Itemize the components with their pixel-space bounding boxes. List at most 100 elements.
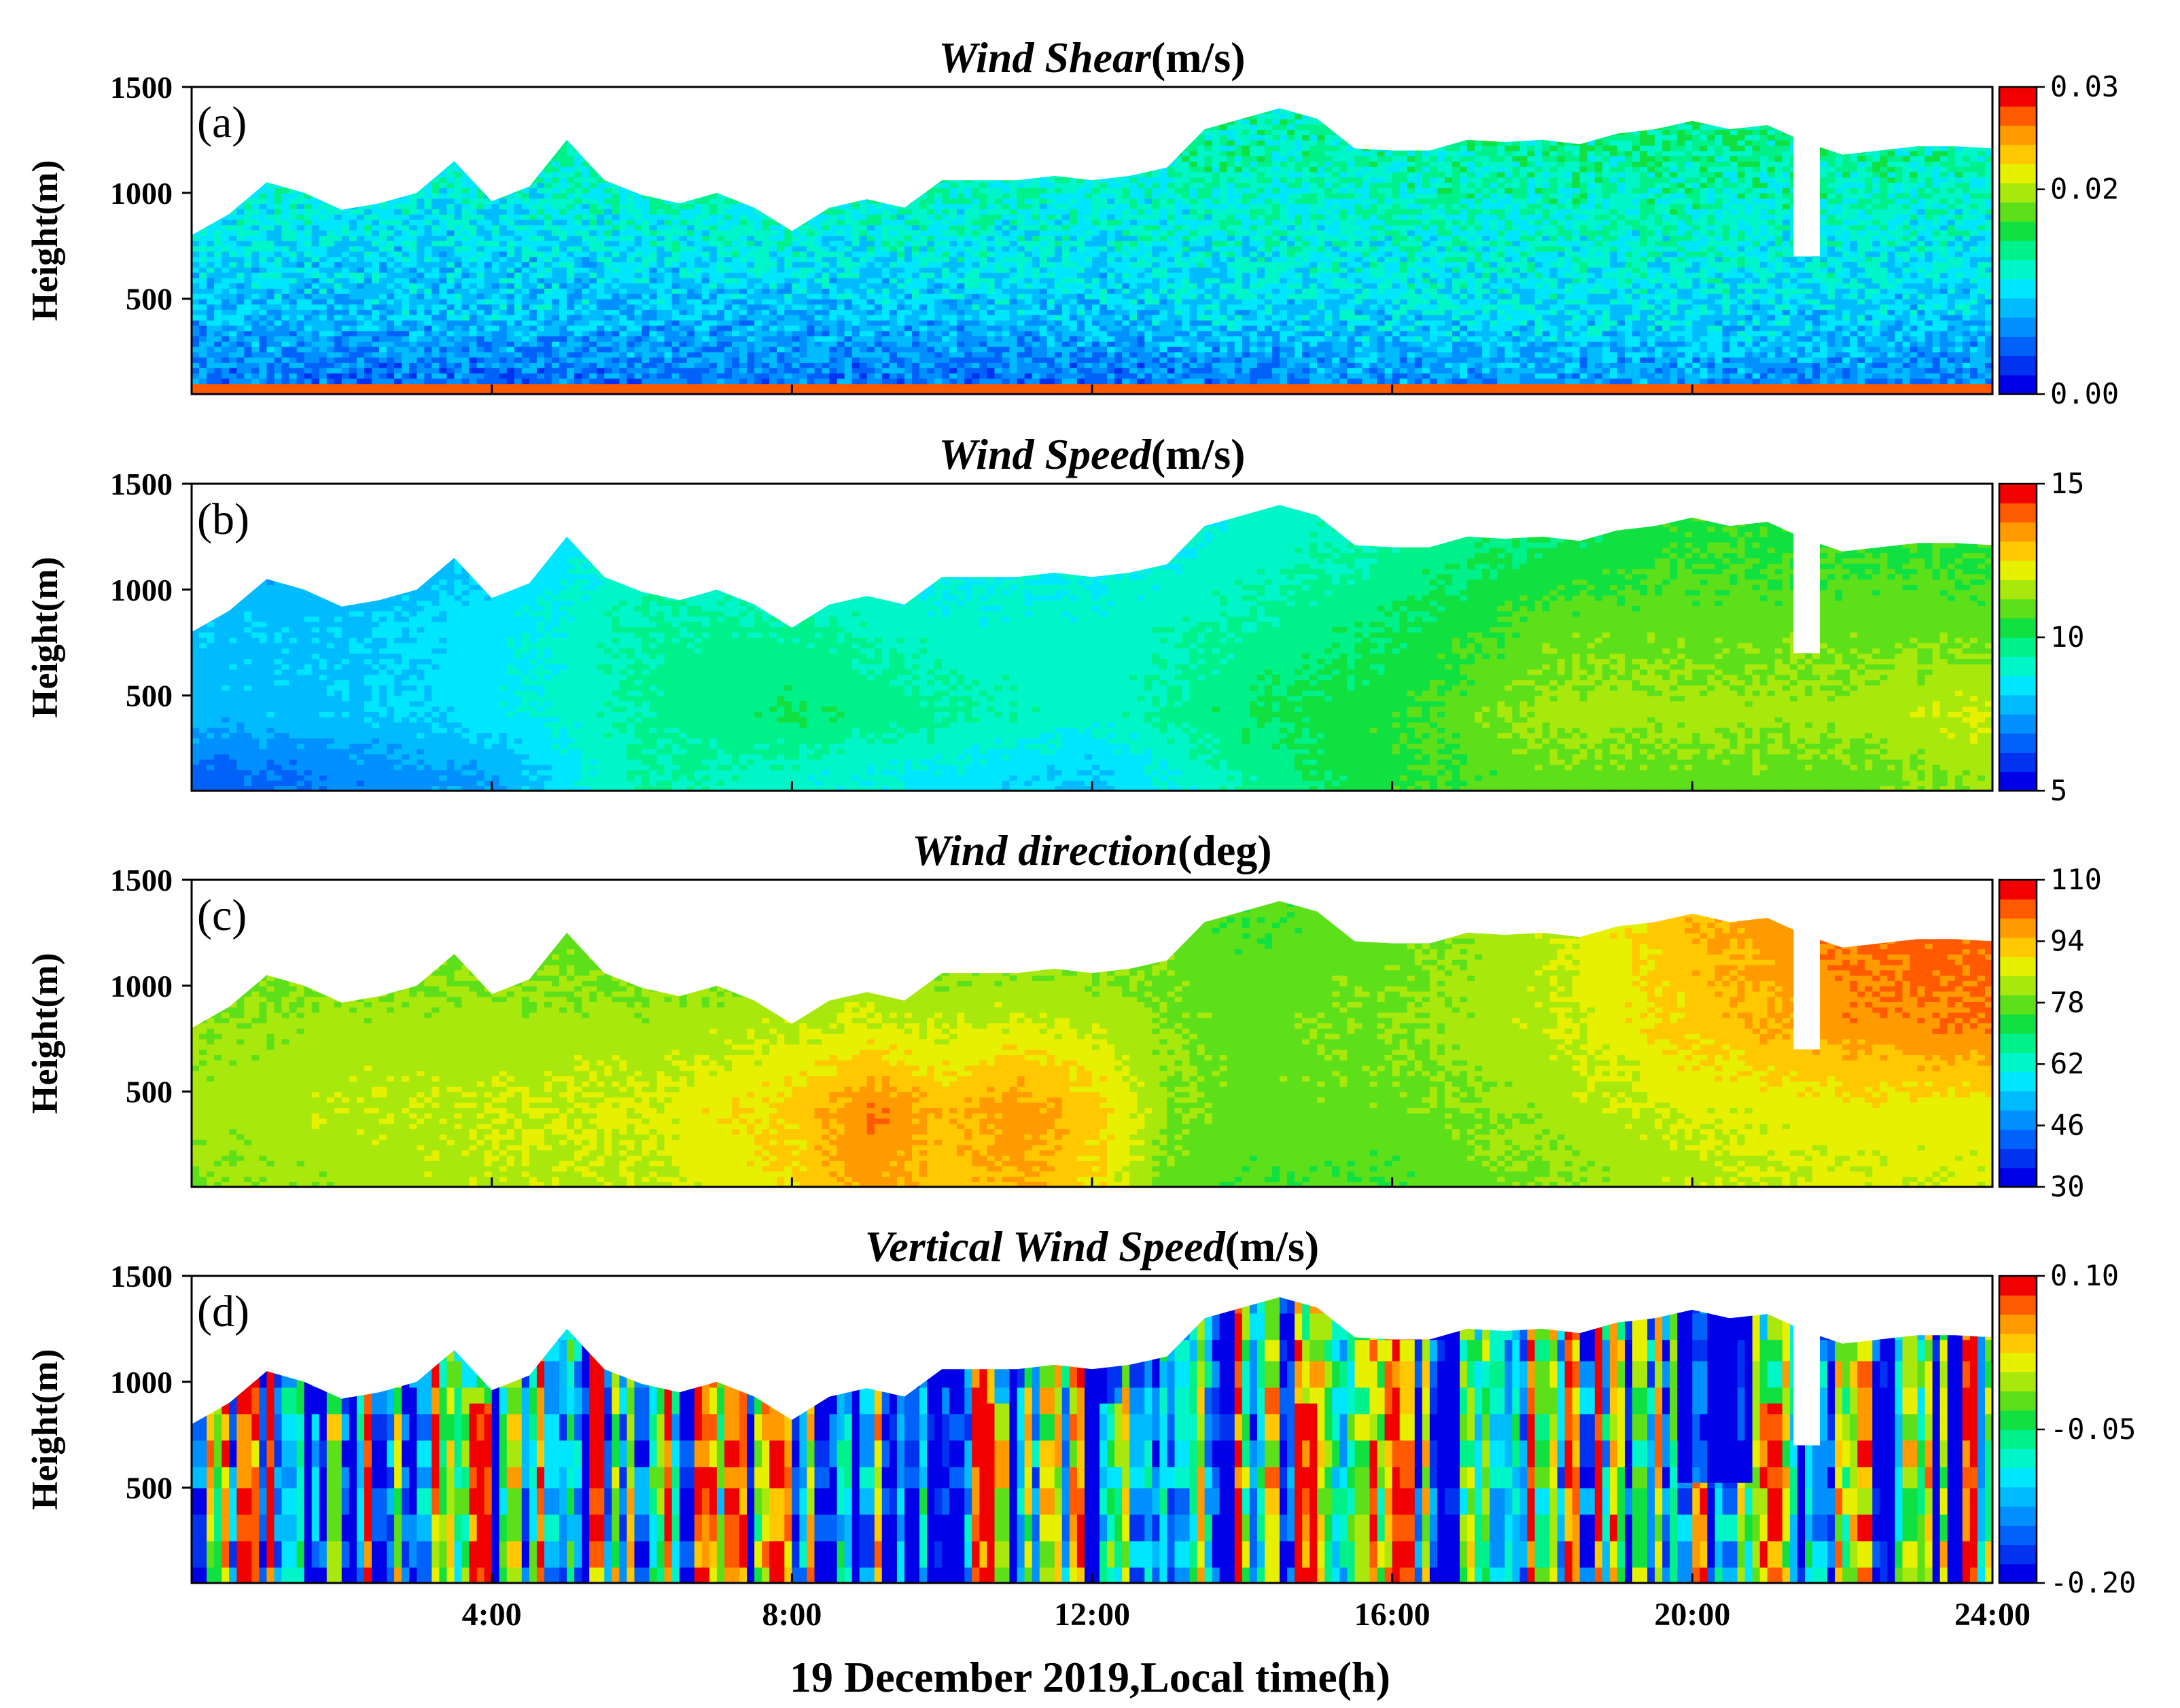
colorbar-segment xyxy=(1999,374,2037,395)
colorbar-segment xyxy=(1999,675,2037,696)
missing-data-gap xyxy=(1793,87,1820,257)
colorbar-segment xyxy=(1999,522,2037,542)
colorbar-segment xyxy=(1999,694,2037,715)
colorbar-segment xyxy=(1999,976,2037,996)
y-tick-label: 1000 xyxy=(110,1365,173,1400)
x-axis-label: 19 December 2019,Local time(h) xyxy=(790,1653,1390,1701)
colorbar-segment xyxy=(1999,1295,2037,1315)
x-tick-label: 4:00 xyxy=(462,1597,522,1633)
colorbar-segment xyxy=(1999,733,2037,753)
colorbar-segment xyxy=(1999,1410,2037,1430)
y-tick-label: 1500 xyxy=(110,863,173,897)
y-tick-label: 500 xyxy=(126,1075,173,1109)
colorbar-segment xyxy=(1999,125,2037,145)
colorbar-segment xyxy=(1999,1448,2037,1469)
colorbar-segment xyxy=(1999,1391,2037,1411)
colorbar-segment xyxy=(1999,484,2037,503)
panel-d: 4:00 8:00 12:00 16:00 20:00 24:00 500 1000 1500 H… xyxy=(24,1222,2136,1633)
colorbar-tick-label: 110 xyxy=(2050,863,2102,896)
colorbar-tick-label: 0.00 xyxy=(2050,377,2119,410)
colorbar-segment xyxy=(1999,937,2037,957)
colorbar-segment xyxy=(1999,1525,2037,1546)
missing-data-gap xyxy=(1793,1276,1820,1446)
colorbar-segment xyxy=(1999,183,2037,203)
colorbar-segment xyxy=(1999,1129,2037,1150)
colorbar-segment xyxy=(1999,637,2037,657)
colorbar-segment xyxy=(1999,1353,2037,1372)
colorbar-tick-label: 10 xyxy=(2050,620,2085,654)
panel-title: Wind Shear(m/s) xyxy=(938,33,1245,82)
x-tick-label: 20:00 xyxy=(1654,1597,1730,1633)
colorbar-segment xyxy=(1999,957,2037,976)
colorbar-tick-label: 0.03 xyxy=(2050,70,2119,103)
colorbar-segment xyxy=(1999,1090,2037,1111)
colorbar-segment xyxy=(1999,541,2037,561)
colorbar-segment xyxy=(1999,1506,2037,1526)
colorbar-segment xyxy=(1999,561,2037,580)
missing-data-gap xyxy=(1793,484,1820,654)
panel-title: Wind direction(deg) xyxy=(912,826,1271,874)
y-tick-label: 1000 xyxy=(110,969,173,1003)
colorbar-segment xyxy=(1999,918,2037,938)
y-tick-label: 500 xyxy=(126,1471,173,1506)
x-tick-label: 16:00 xyxy=(1354,1597,1430,1633)
colorbar-segment xyxy=(1999,1467,2037,1488)
colorbar-segment xyxy=(1999,317,2037,337)
panel-label: (b) xyxy=(197,495,249,544)
colorbar-segment xyxy=(1999,298,2037,318)
colorbar-segment xyxy=(1999,618,2037,638)
colorbar-segment xyxy=(1999,87,2037,107)
colorbar-segment xyxy=(1999,1071,2037,1092)
colorbar-segment xyxy=(1999,771,2037,791)
colorbar-segment xyxy=(1999,599,2037,619)
panel-b: 500 1000 1500 Height(m) Wind Speed(m/s) (b) 5 1… xyxy=(24,430,2085,807)
y-axis-label: Height(m) xyxy=(24,953,65,1114)
colorbar-b: 5 10 15 xyxy=(1998,467,2085,807)
colorbar-segment xyxy=(1999,144,2037,164)
colorbar-tick-label: 46 xyxy=(2050,1109,2085,1142)
x-tick-label: 8:00 xyxy=(762,1597,822,1633)
colorbar-segment xyxy=(1999,1148,2037,1169)
colorbar-segment xyxy=(1999,656,2037,677)
colorbar-segment xyxy=(1999,1110,2037,1130)
colorbar-tick-label: 0.02 xyxy=(2050,173,2119,206)
colorbar-tick-label: 94 xyxy=(2050,924,2085,957)
colorbar-segment xyxy=(1999,260,2037,280)
colorbar-a: 0.00 0.02 0.03 xyxy=(1998,70,2119,410)
colorbar-segment xyxy=(1999,1563,2037,1584)
colorbar-segment xyxy=(1999,279,2037,299)
y-tick-label: 1500 xyxy=(110,1259,173,1294)
colorbar-segment xyxy=(1999,714,2037,734)
y-tick-label: 1000 xyxy=(110,573,173,607)
colorbar-segment xyxy=(1999,1333,2037,1353)
y-tick-label: 500 xyxy=(126,282,173,317)
colorbar-segment xyxy=(1999,164,2037,183)
x-tick-label: 24:00 xyxy=(1954,1597,2030,1633)
heatmap-c xyxy=(192,901,1992,1187)
colorbar-segment xyxy=(1999,580,2037,600)
colorbar-tick-label: -0.05 xyxy=(2050,1412,2136,1446)
colorbar-segment xyxy=(1999,241,2037,260)
colorbar-tick-label: 30 xyxy=(2050,1170,2085,1203)
colorbar-c: 30 46 62 78 94 110 xyxy=(1998,863,2102,1203)
colorbar-segment xyxy=(1999,503,2037,523)
heatmap-a xyxy=(192,108,1992,394)
colorbar-segment xyxy=(1999,1052,2037,1073)
colorbar-d: -0.20 -0.05 0.10 xyxy=(1998,1259,2136,1599)
heatmap-b xyxy=(192,505,1992,791)
y-tick-label: 1500 xyxy=(110,70,173,105)
colorbar-segment xyxy=(1999,1167,2037,1188)
y-tick-label: 1000 xyxy=(110,176,173,211)
y-tick-label: 500 xyxy=(126,679,173,713)
colorbar-tick-label: 62 xyxy=(2050,1047,2085,1080)
panel-a: 500 1000 1500 Height(m) Wind Shear(m/s) (a) 0.… xyxy=(24,33,2119,410)
panel-title: Wind Speed(m/s) xyxy=(939,430,1246,478)
colorbar-segment xyxy=(1999,1372,2037,1392)
colorbar-segment xyxy=(1999,752,2037,772)
colorbar-segment xyxy=(1999,1014,2037,1034)
y-axis-label: Height(m) xyxy=(24,1349,65,1510)
colorbar-segment xyxy=(1999,106,2037,126)
panel-c: 500 1000 1500 Height(m) Wind direction(deg) (… xyxy=(24,826,2102,1203)
colorbar-segment xyxy=(1999,1314,2037,1334)
